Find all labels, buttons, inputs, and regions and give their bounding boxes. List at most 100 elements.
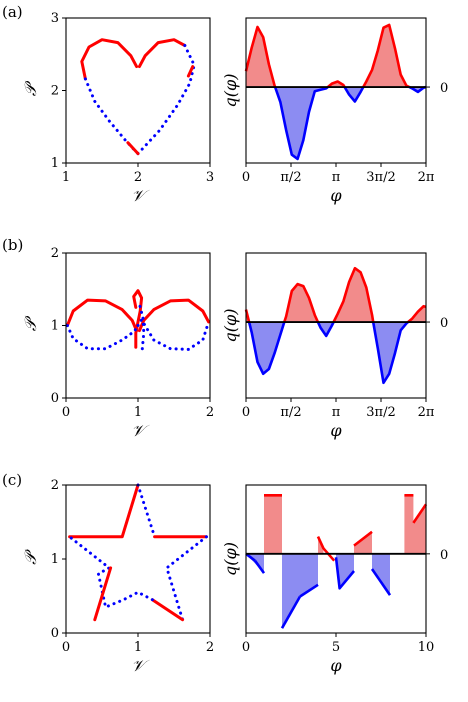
solid-curve-1 bbox=[137, 38, 187, 69]
solid-curve-5 bbox=[186, 65, 195, 78]
positive-area bbox=[246, 27, 276, 87]
positive-curve bbox=[332, 266, 375, 323]
x-axis-label: φ bbox=[330, 421, 342, 440]
y-tick-label: 1 bbox=[51, 156, 59, 171]
solid-curve-4 bbox=[126, 141, 140, 156]
shape-plot-b: 0 1 2 0 1 2 𝒱 𝒫 bbox=[21, 246, 214, 440]
x-tick-label: 2π bbox=[418, 405, 435, 420]
dotted-curve-5 bbox=[68, 535, 154, 609]
y-axis-label: 𝒫 bbox=[21, 80, 40, 96]
x-tick-label: 3π/2 bbox=[366, 405, 395, 420]
x-tick-label: 0 bbox=[62, 640, 70, 655]
y-axis-label: 𝒫 bbox=[21, 315, 40, 331]
shape-plot-c: 0 1 2 0 1 2 𝒱 𝒫 bbox=[21, 478, 214, 675]
negative-area bbox=[282, 553, 318, 629]
negative-curve bbox=[343, 86, 365, 103]
y-axis-label: q(φ) bbox=[221, 542, 240, 576]
y-tick-label: 2 bbox=[51, 246, 59, 261]
panel-label-a: (a) bbox=[2, 3, 23, 21]
negative-segment bbox=[245, 552, 256, 562]
y-axis-label: q(φ) bbox=[221, 74, 240, 108]
solid-curve-2 bbox=[132, 289, 144, 349]
y-tick-label: 1 bbox=[51, 319, 59, 334]
x-axis-label: 𝒱 bbox=[131, 421, 150, 440]
solid-curve-0 bbox=[80, 38, 139, 81]
right-tick-label: 0 bbox=[440, 81, 448, 96]
q-plot-c: 0 5 10 0 φ q(φ) bbox=[221, 484, 448, 675]
solid-curve-0 bbox=[68, 483, 140, 539]
positive-area bbox=[354, 531, 372, 554]
x-tick-label: π/2 bbox=[280, 170, 301, 185]
negative-area bbox=[275, 87, 328, 159]
right-tick-label: 0 bbox=[440, 548, 448, 563]
x-tick-label: π bbox=[332, 405, 341, 420]
solid-curve-1 bbox=[137, 298, 211, 333]
negative-segment bbox=[334, 557, 355, 590]
x-tick-label: π/2 bbox=[280, 405, 301, 420]
dotted-curve-3 bbox=[165, 535, 208, 622]
x-axis-label: 𝒱 bbox=[131, 186, 150, 205]
x-tick-label: 0 bbox=[242, 640, 250, 655]
y-tick-label: 0 bbox=[51, 626, 59, 641]
positive-curve bbox=[244, 25, 277, 88]
panel-label-c: (c) bbox=[2, 471, 22, 489]
x-tick-label: 0 bbox=[242, 405, 250, 420]
negative-area bbox=[344, 87, 364, 102]
positive-area bbox=[327, 81, 345, 87]
y-tick-label: 1 bbox=[51, 552, 59, 567]
negative-area bbox=[336, 553, 354, 589]
solid-curve-0 bbox=[65, 298, 139, 333]
y-axis-label: q(φ) bbox=[221, 309, 240, 343]
positive-segment bbox=[412, 503, 428, 524]
negative-segment bbox=[253, 559, 266, 574]
dotted-curve-1 bbox=[136, 483, 157, 539]
solid-curve-6 bbox=[93, 566, 113, 622]
x-tick-label: 3π/2 bbox=[366, 170, 395, 185]
x-tick-label: 5 bbox=[332, 640, 340, 655]
positive-area bbox=[284, 284, 318, 322]
x-tick-label: 10 bbox=[418, 640, 435, 655]
positive-curve bbox=[362, 23, 410, 89]
x-axis-label: 𝒱 bbox=[131, 656, 150, 675]
solid-curve-4 bbox=[150, 598, 185, 622]
dotted-curve-3 bbox=[65, 324, 140, 351]
right-tick-label: 0 bbox=[440, 316, 448, 331]
negative-curve bbox=[316, 321, 335, 338]
positive-area bbox=[404, 495, 426, 554]
plot-frame bbox=[245, 17, 427, 164]
dotted-curve-4 bbox=[136, 318, 211, 351]
negative-area bbox=[317, 322, 334, 336]
x-tick-label: 0 bbox=[242, 170, 250, 185]
x-tick-label: 0 bbox=[62, 405, 70, 420]
x-tick-label: 1 bbox=[62, 170, 70, 185]
x-tick-label: 3 bbox=[206, 170, 214, 185]
positive-curve bbox=[407, 304, 427, 324]
y-tick-label: 2 bbox=[51, 84, 59, 99]
positive-area bbox=[363, 24, 410, 87]
negative-curve bbox=[273, 85, 329, 161]
y-tick-label: 0 bbox=[51, 391, 59, 406]
positive-curve bbox=[283, 282, 320, 323]
negative-segment bbox=[299, 583, 319, 598]
y-tick-label: 2 bbox=[51, 478, 59, 493]
panel-label-b: (b) bbox=[2, 236, 23, 254]
negative-segment bbox=[280, 595, 302, 629]
positive-segment bbox=[316, 536, 336, 562]
dotted-curve-2 bbox=[83, 77, 140, 156]
q-plot-b: 0 π/2 π 3π/2 2π 0 φ q(φ) bbox=[221, 252, 448, 440]
plot-frame bbox=[65, 17, 211, 164]
positive-area bbox=[264, 495, 282, 554]
x-axis-label: φ bbox=[330, 186, 342, 205]
q-plot-a: 0 π/2 π 3π/2 2π 0 φ q(φ) bbox=[221, 17, 448, 205]
negative-curve bbox=[371, 320, 409, 385]
positive-curve bbox=[327, 80, 346, 88]
x-tick-label: 2 bbox=[206, 640, 214, 655]
x-tick-label: 2 bbox=[134, 170, 142, 185]
shape-plot-a: 1 2 3 1 2 3 𝒱 𝒫 bbox=[21, 11, 214, 205]
plot-frame bbox=[65, 484, 211, 634]
x-tick-label: π bbox=[332, 170, 341, 185]
x-tick-label: 1 bbox=[134, 640, 142, 655]
negative-curve bbox=[247, 321, 286, 376]
x-axis-label: φ bbox=[330, 656, 342, 675]
